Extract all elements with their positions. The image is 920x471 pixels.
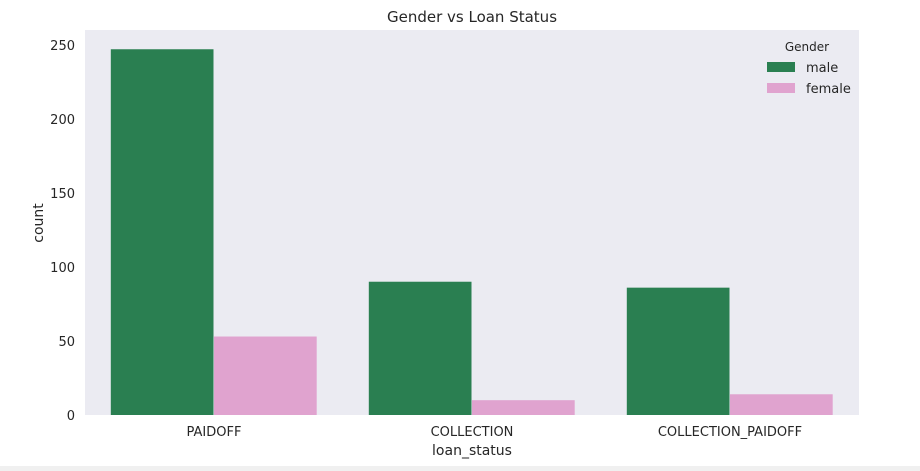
legend-swatch-male xyxy=(767,62,795,72)
bar-female-collection-paidoff xyxy=(730,394,833,415)
legend-swatch-female xyxy=(767,83,795,93)
x-tick-label: COLLECTION_PAIDOFF xyxy=(658,425,802,440)
y-tick-label: 250 xyxy=(50,39,75,54)
chart-title: Gender vs Loan Status xyxy=(387,8,557,26)
legend-title: Gender xyxy=(785,40,829,54)
legend-label-male: male xyxy=(806,61,838,76)
legend-label-female: female xyxy=(806,82,851,97)
legend: Gender male female xyxy=(767,40,851,97)
x-tick-label: PAIDOFF xyxy=(187,425,242,440)
bar-female-paidoff xyxy=(214,336,317,415)
x-tick-label: COLLECTION xyxy=(431,425,514,440)
y-tick-label: 100 xyxy=(50,261,75,276)
y-tick-label: 200 xyxy=(50,113,75,128)
y-tick-label: 150 xyxy=(50,187,75,202)
bottom-divider xyxy=(0,466,920,471)
x-axis-label: loan_status xyxy=(432,443,512,459)
bar-male-collection-paidoff xyxy=(626,287,730,415)
y-tick-label: 50 xyxy=(58,335,75,350)
y-tick-label: 0 xyxy=(67,409,75,424)
y-axis-label: count xyxy=(31,203,47,243)
bar-male-paidoff xyxy=(110,49,214,415)
bar-female-collection xyxy=(472,400,575,415)
bar-male-collection xyxy=(368,281,472,415)
